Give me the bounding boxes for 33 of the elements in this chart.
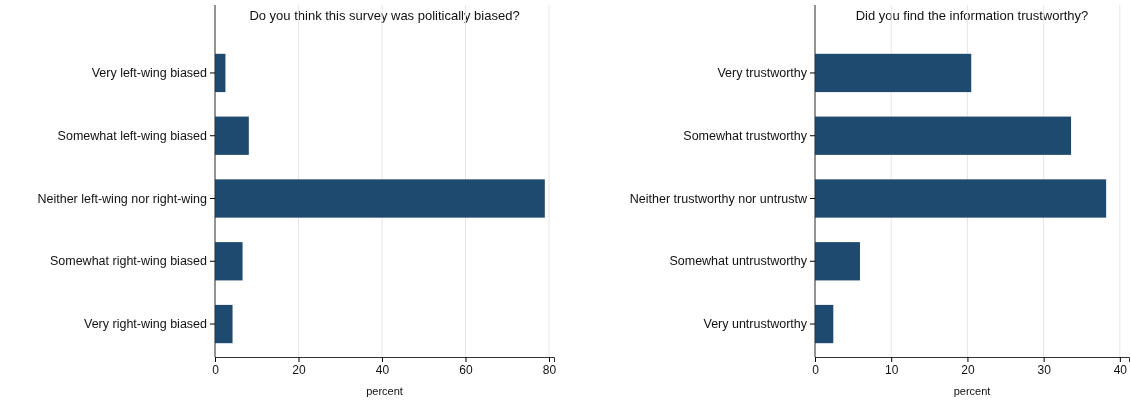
y-tick-label: Somewhat untrustworthy: [669, 254, 808, 269]
x-axis-title: percent: [953, 385, 991, 397]
x-tick-label: 0: [212, 362, 220, 377]
x-axis-title: percent: [366, 385, 403, 397]
y-tick-label: Very trustworthy: [717, 65, 808, 80]
x-tick-label: 40: [1113, 362, 1128, 377]
y-tick-label: Very untrustworthy: [703, 317, 808, 332]
x-tick-label: 0: [812, 362, 820, 377]
chart-title: Do you think this survey was politically biased?: [249, 8, 520, 23]
y-tick-label: Neither trustworthy nor untrustw: [629, 191, 808, 206]
bar: [815, 116, 1072, 155]
x-tick-label: 10: [885, 362, 899, 377]
chart-title: Did you find the information trustworthy?: [855, 8, 1089, 23]
bar: [215, 116, 249, 155]
y-tick-label: Somewhat right-wing biased: [49, 254, 208, 269]
bar: [215, 304, 233, 344]
x-tick-label: 80: [542, 362, 557, 377]
bar: [815, 179, 1107, 218]
bar: [215, 179, 545, 218]
y-tick-label: Very left-wing biased: [91, 65, 208, 80]
bar: [215, 242, 243, 281]
x-tick-label: 20: [961, 362, 975, 377]
y-tick-label: Very right-wing biased: [84, 317, 208, 332]
x-tick-label: 40: [375, 362, 390, 377]
y-tick-label: Somewhat trustworthy: [683, 128, 808, 143]
x-tick-label: 30: [1037, 362, 1052, 377]
bar: [815, 53, 972, 93]
x-tick-label: 20: [292, 362, 306, 377]
bar: [815, 242, 860, 281]
y-tick-label: Somewhat left-wing biased: [57, 128, 208, 143]
bar: [815, 304, 834, 344]
y-tick-label: Neither left-wing nor right-wing: [37, 191, 208, 206]
x-tick-label: 60: [459, 362, 473, 377]
